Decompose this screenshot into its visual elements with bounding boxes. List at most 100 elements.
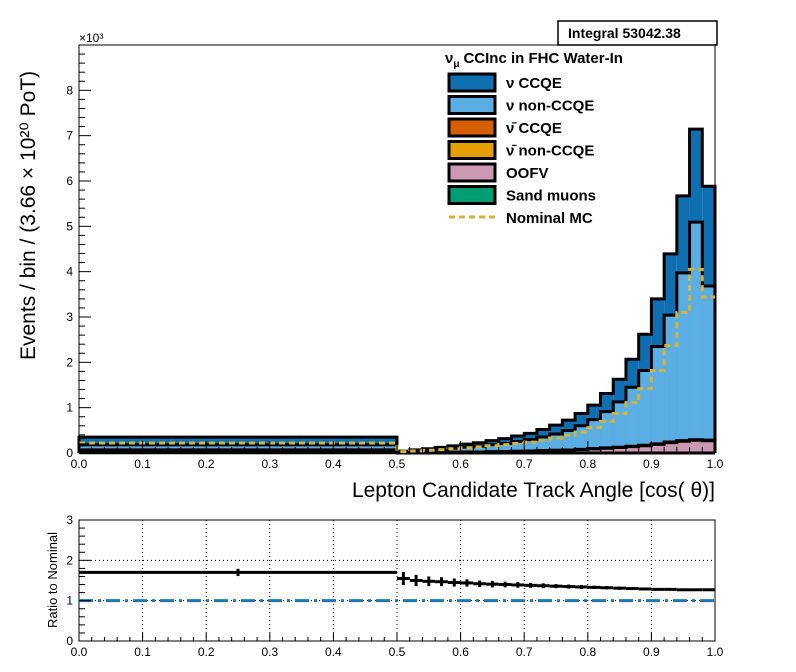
ratio-point-10: [511, 582, 525, 588]
ratio-point-19: [625, 587, 639, 591]
legend-label: Nominal MC: [506, 210, 593, 227]
ratio-x-tick-label: 0.8: [579, 645, 596, 659]
bar-oofv-4-bin-23: [676, 441, 690, 453]
legend-entry-6: Nominal MC: [449, 210, 593, 227]
main-stacked-histogram: [77, 127, 717, 455]
ratio-point-25: [702, 588, 715, 592]
main-y-tick-label: 2: [66, 355, 73, 369]
bar-oofv-4-bin-20: [638, 445, 652, 453]
ratio-point-18: [613, 586, 626, 590]
ratio-point-8: [486, 580, 499, 588]
main-y-axis: 0 1 2 3 4 5 6 7 8: [66, 44, 91, 460]
ratio-point-20: [638, 587, 652, 591]
main-x-tick-label: 0.1: [134, 457, 151, 471]
ratio-point-16: [587, 585, 601, 589]
main-x-tick-label: 0.0: [71, 457, 88, 471]
ratio-x-tick-label: 1.0: [707, 645, 724, 659]
ratio-point-3: [422, 576, 436, 587]
legend-entry-4: OOFV: [447, 162, 549, 183]
integral-box: Integral 53042.38: [557, 20, 718, 46]
main-y-tick-label: 1: [66, 401, 73, 415]
bar-oofv-4-bin-25: [702, 440, 715, 453]
ratio-point-7: [473, 580, 487, 587]
ratio-x-tick-label: 0.9: [643, 645, 660, 659]
ratio-x-tick-label: 0.3: [261, 645, 278, 659]
legend-label: ν̄ non-CCQE: [506, 143, 594, 160]
bar-non-ccqe-1-bin-9: [498, 443, 512, 453]
bar-non-ccqe-1-bin-22: [664, 315, 677, 453]
ratio-point-9: [498, 581, 512, 588]
ratio-point-12: [536, 583, 550, 589]
ratio-x-tick-label: 0.0: [71, 645, 88, 659]
bar-non-ccqe-1-bin-5: [447, 448, 461, 453]
main-x-tick-label: 0.4: [325, 457, 342, 471]
ratio-x-axis: 0.0 0.1 0.2 0.3 0.4 0.5 0.6 0.7 0.8 0.9 1.0: [71, 633, 724, 659]
legend-label: ν CCQE: [506, 75, 562, 92]
ratio-point-23: [676, 588, 690, 592]
legend-entry-1: ν non-CCQE: [447, 95, 594, 115]
ratio-point-14: [562, 584, 576, 589]
ratio-x-tick-label: 0.5: [389, 645, 406, 659]
bar-oofv-4-bin-24: [689, 440, 703, 453]
bar-non-ccqe-1-bin-21: [651, 346, 665, 453]
main-y-tick-label: 4: [66, 265, 73, 279]
bar-oofv-4-bin-22: [664, 442, 677, 453]
bar-non-ccqe-1-bin-24: [689, 222, 703, 453]
bar-oofv-4-bin-18: [613, 447, 626, 453]
ratio-x-tick-label: 0.7: [516, 645, 533, 659]
ratio-point-24: [689, 588, 703, 592]
legend-swatch: [447, 162, 497, 183]
integral-label: Integral 53042.38: [568, 25, 681, 41]
ratio-y-tick-label: 0: [66, 634, 73, 648]
ratio-y-tick-label: 2: [66, 553, 73, 567]
bar-non-ccqe-1-bin-20: [638, 370, 652, 453]
bar-oofv-4-bin-21: [651, 444, 665, 453]
main-x-axis: 0.0 0.1 0.2 0.3 0.4 0.5 0.6 0.7 0.8 0.9 1.0: [71, 441, 724, 471]
main-y-tick-label: 0: [66, 446, 73, 460]
legend-entry-0: ν CCQE: [447, 72, 562, 93]
ratio-point-4: [435, 577, 448, 587]
ratio-x-tick-label: 0.1: [134, 645, 151, 659]
legend-swatch: [447, 185, 497, 205]
main-y-tick-label: 6: [66, 174, 73, 188]
ratio-point-2: [409, 574, 423, 587]
bar-non-ccqe-1-bin-10: [511, 441, 525, 453]
main-x-tick-label: 0.9: [643, 457, 660, 471]
legend-title: νμ CCInc in FHC Water-In: [445, 50, 623, 70]
main-x-tick-label: 0.8: [579, 457, 596, 471]
ratio-y-axis: 0 1 2 3: [66, 513, 91, 648]
nominal-mc-line: [79, 267, 715, 454]
bar-non-ccqe-1-bin-19: [625, 387, 639, 453]
ratio-point-5: [447, 578, 461, 587]
ratio-x-tick-label: 0.6: [452, 645, 469, 659]
main-x-tick-label: 0.2: [198, 457, 215, 471]
ratio-point-6: [460, 579, 474, 587]
legend-entry-2: ν̄ CCQE: [447, 117, 562, 138]
main-y-tick-label: 8: [66, 83, 73, 97]
legend-swatch: [447, 117, 497, 138]
ratio-y-tick-label: 3: [66, 513, 73, 527]
bar-oofv-4-bin-16: [587, 448, 601, 453]
main-y-tick-label: 5: [66, 219, 73, 233]
ratio-point-21: [651, 587, 665, 591]
main-y-tick-label: 7: [66, 129, 73, 143]
x-axis-title: Lepton Candidate Track Angle [cos( θ)]: [352, 479, 715, 502]
main-x-tick-label: 0.7: [516, 457, 533, 471]
ratio-y-tick-label: 1: [66, 594, 73, 608]
y-axis-title: Events / bin / (3.66 × 10²⁰ PoT): [17, 71, 40, 360]
bar-non-ccqe-1-bin-18: [613, 401, 626, 453]
ratio-point-0: [79, 568, 397, 577]
bar-oofv-4-bin-17: [600, 448, 614, 453]
bar-non-ccqe-1-bin-6: [460, 447, 474, 453]
main-x-tick-label: 1.0: [707, 457, 724, 471]
bar-non-ccqe-1-bin-23: [676, 272, 690, 453]
bar-oofv-4-bin-19: [625, 446, 639, 453]
main-y-tick-label: 3: [66, 310, 73, 324]
bar-non-ccqe-1-bin-25: [702, 286, 715, 453]
legend: νμ CCInc in FHC Water-In ν CCQE ν non-CCQE…: [445, 50, 623, 227]
ratio-grid: [79, 520, 715, 641]
legend-label: ν non-CCQE: [506, 98, 594, 115]
legend-swatch: [447, 140, 497, 160]
